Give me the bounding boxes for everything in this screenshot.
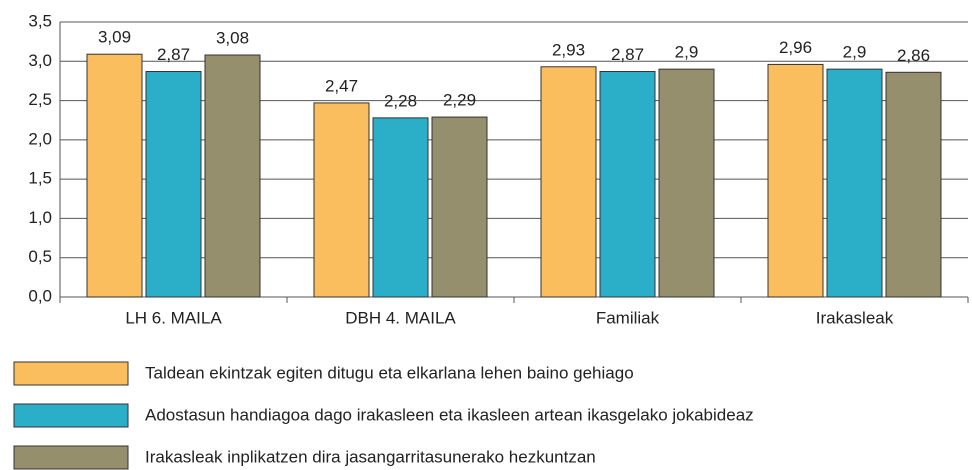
value-label: 2,87 [157, 45, 190, 64]
value-label: 2,9 [675, 43, 699, 62]
y-tick-label: 2,5 [28, 90, 52, 109]
value-label: 2,47 [325, 76, 358, 95]
y-tick-label: 3,5 [28, 11, 52, 30]
bar [540, 66, 597, 298]
bar [372, 117, 429, 298]
legend-label: Irakasleak inplikatzen dira jasangarrita… [145, 447, 596, 466]
value-label: 3,08 [216, 28, 249, 47]
bar [145, 71, 202, 298]
legend-label: Adostasun handiagoa dago irakasleen eta … [145, 405, 754, 424]
legend-swatch [13, 403, 129, 428]
value-label: 2,86 [897, 46, 930, 65]
bar [826, 68, 883, 298]
bar [658, 68, 715, 298]
value-label: 2,87 [611, 45, 644, 64]
y-tick-label: 0,5 [28, 247, 52, 266]
y-tick-label: 1,0 [28, 208, 52, 227]
y-tick-label: 3,0 [28, 51, 52, 70]
value-label: 2,9 [843, 43, 867, 62]
y-tick-label: 1,5 [28, 169, 52, 188]
y-tick-label: 2,0 [28, 129, 52, 148]
value-label: 2,96 [779, 38, 812, 57]
legend-label: Taldean ekintzak egiten ditugu eta elkar… [145, 363, 634, 382]
bar [431, 116, 488, 298]
legend-swatch [13, 361, 129, 386]
x-tick-label: Familiak [596, 308, 660, 327]
bar [313, 102, 370, 298]
value-label: 2,93 [552, 40, 585, 59]
bar [204, 54, 261, 298]
bar [599, 71, 656, 298]
legend-swatch [13, 445, 129, 470]
bar [885, 71, 942, 298]
bar [86, 53, 143, 298]
value-label: 2,29 [443, 91, 476, 110]
x-tick-label: Irakasleak [816, 308, 894, 327]
value-label: 3,09 [98, 28, 131, 47]
x-tick-label: DBH 4. MAILA [345, 308, 456, 327]
bar [767, 63, 824, 298]
value-label: 2,28 [384, 91, 417, 110]
y-tick-label: 0,0 [28, 286, 52, 305]
x-tick-label: LH 6. MAILA [125, 308, 222, 327]
